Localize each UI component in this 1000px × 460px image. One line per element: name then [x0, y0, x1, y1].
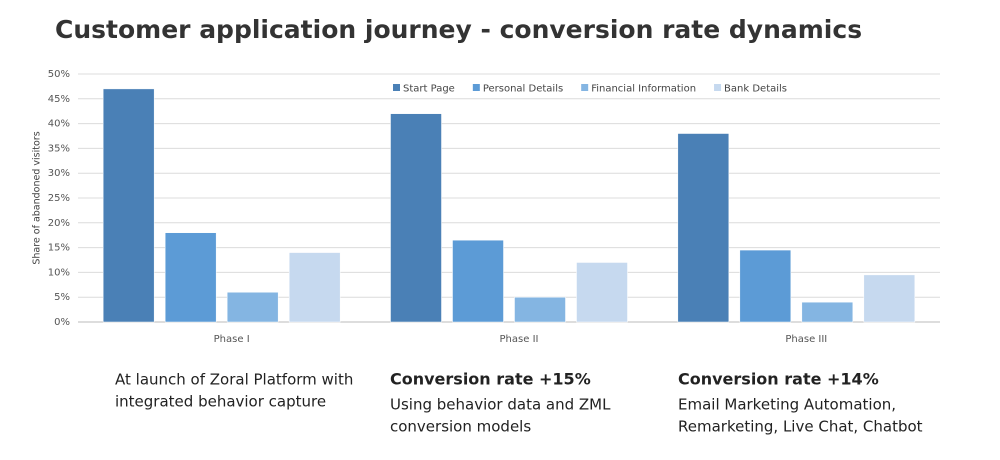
bar	[801, 301, 854, 323]
legend-swatch	[581, 84, 589, 91]
annotation-text: At launch of Zoral Platform with	[115, 371, 353, 389]
x-tick-label: Phase III	[785, 334, 827, 345]
legend-label: Bank Details	[724, 84, 787, 95]
y-tick-label: 30%	[48, 168, 70, 179]
bar	[102, 88, 155, 323]
annotation-text: Remarketing, Live Chat, Chatbot	[678, 418, 923, 436]
bar	[739, 249, 792, 323]
y-tick-label: 10%	[48, 267, 70, 278]
legend-label: Financial Information	[591, 84, 696, 95]
y-tick-label: 45%	[48, 94, 70, 105]
y-tick-label: 25%	[48, 193, 70, 204]
bar	[288, 252, 341, 323]
annotation-text: integrated behavior capture	[115, 393, 326, 411]
annotation-text: conversion models	[390, 418, 531, 436]
legend-swatch	[393, 84, 400, 91]
y-axis-label: Share of abandoned visitors	[32, 131, 43, 264]
annotation-heading: Conversion rate +15%	[390, 370, 591, 389]
bar	[164, 232, 217, 323]
annotation-text: Using behavior data and ZML	[390, 396, 611, 414]
y-tick-label: 35%	[48, 143, 70, 154]
bar	[514, 296, 566, 323]
legend-swatch	[472, 84, 480, 91]
y-tick-label: 50%	[48, 69, 70, 80]
y-tick-label: 0%	[54, 317, 70, 328]
legend-label: Start Page	[403, 84, 455, 95]
y-tick-label: 15%	[48, 243, 70, 254]
bar	[390, 113, 442, 323]
chart-title: Customer application journey - conversio…	[55, 15, 862, 44]
annotation-heading: Conversion rate +14%	[678, 370, 879, 389]
annotation-text: Email Marketing Automation,	[678, 396, 896, 414]
bar	[226, 291, 279, 323]
bar	[677, 133, 730, 323]
bar	[576, 262, 628, 323]
x-tick-label: Phase II	[500, 334, 539, 345]
y-tick-label: 20%	[48, 218, 70, 229]
bar	[452, 239, 504, 323]
y-tick-label: 5%	[54, 292, 70, 303]
bar	[863, 274, 916, 323]
y-tick-label: 40%	[48, 119, 70, 130]
x-tick-label: Phase I	[214, 334, 250, 345]
legend-swatch	[714, 84, 722, 91]
legend-label: Personal Details	[483, 84, 563, 95]
